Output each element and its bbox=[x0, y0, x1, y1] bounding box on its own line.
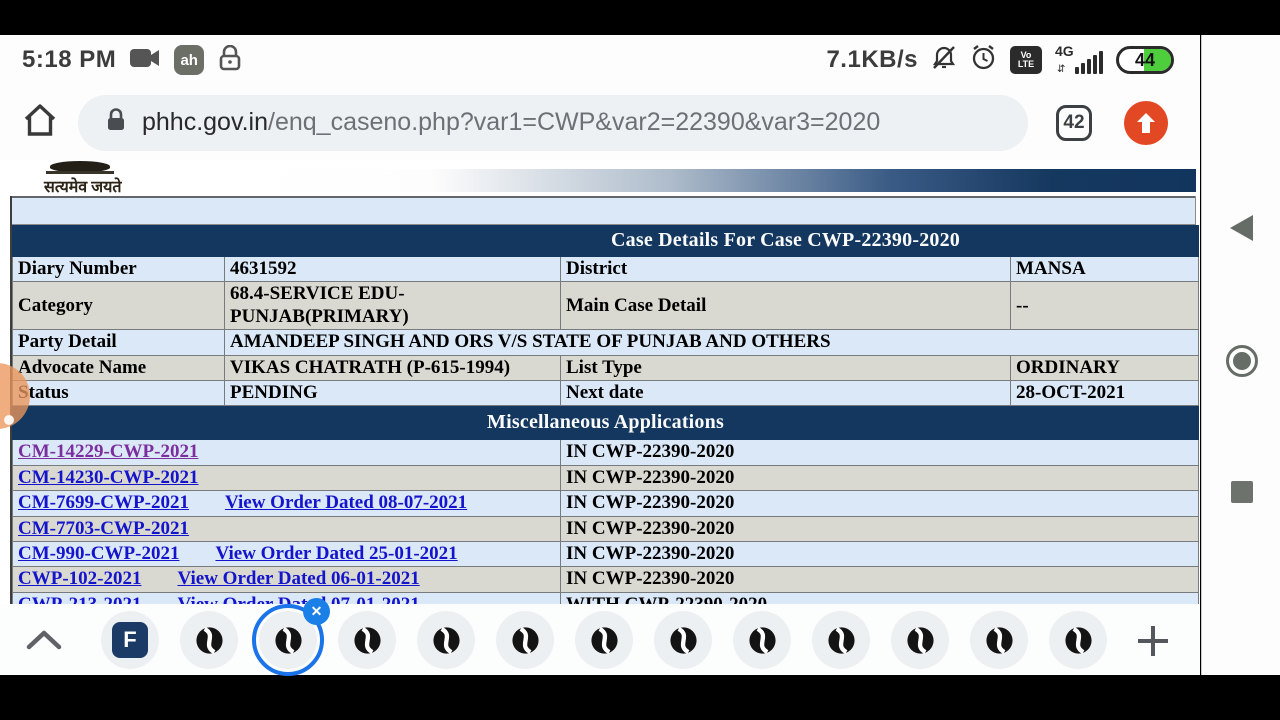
misc-case-link[interactable]: CM-7703-CWP-2021 bbox=[18, 517, 189, 539]
tab-thumbnail[interactable] bbox=[180, 611, 238, 669]
tab-thumbnail-selected[interactable]: ✕ bbox=[252, 598, 330, 676]
view-order-link[interactable]: View Order Dated 25-01-2021 bbox=[215, 543, 458, 565]
misc-row: CM-14230-CWP-2021 IN CWP-22390-2020 bbox=[12, 464, 1199, 492]
facebook-favicon: F bbox=[112, 622, 148, 658]
tab-switcher-button[interactable]: 42 bbox=[1056, 104, 1092, 141]
lock-status-icon bbox=[218, 44, 242, 76]
url-text: phhc.gov.in/enq_caseno.php?var1=CWP&var2… bbox=[142, 108, 881, 136]
misc-row: CM-14229-CWP-2021 IN CWP-22390-2020 bbox=[12, 439, 1199, 466]
url-bar[interactable]: phhc.gov.in/enq_caseno.php?var1=CWP&var2… bbox=[78, 94, 1028, 151]
globe-icon bbox=[748, 626, 776, 654]
update-browser-button[interactable] bbox=[1124, 100, 1168, 145]
misc-case-link[interactable]: CM-14230-CWP-2021 bbox=[18, 466, 199, 488]
tab-thumbnail[interactable] bbox=[733, 611, 791, 669]
globe-icon bbox=[827, 626, 855, 654]
tab-thumbnail[interactable] bbox=[891, 611, 949, 669]
misc-title-row: Miscellaneous Applications bbox=[12, 405, 1199, 441]
case-title-row: Case Details For Case CWP-22390-2020 bbox=[12, 225, 1199, 257]
misc-case-link[interactable]: CM-7699-CWP-2021 bbox=[18, 492, 189, 514]
national-emblem-base bbox=[46, 171, 114, 174]
tab-thumbnail[interactable] bbox=[812, 611, 870, 669]
misc-row: CWP-102-2021 View Order Dated 06-01-2021 … bbox=[12, 566, 1199, 593]
recents-button[interactable] bbox=[1231, 481, 1253, 503]
globe-icon bbox=[432, 626, 460, 654]
misc-row: CM-990-CWP-2021 View Order Dated 25-01-20… bbox=[12, 541, 1199, 568]
spacer-row bbox=[12, 196, 1195, 225]
tab-thumbnail[interactable] bbox=[1049, 611, 1107, 669]
tab-thumbnail[interactable] bbox=[338, 611, 396, 669]
cell-signal-icon: 4G ⇵ bbox=[1055, 43, 1103, 77]
alarm-clock-icon bbox=[970, 44, 997, 76]
tab-thumbnail[interactable] bbox=[970, 611, 1028, 669]
globe-icon bbox=[590, 626, 618, 654]
case-detail-row: Category 68.4-SERVICE EDU-PUNJAB(PRIMARY… bbox=[12, 281, 1199, 331]
tab-thumbnail[interactable] bbox=[654, 611, 712, 669]
overlay-bubble-dot bbox=[4, 415, 14, 425]
misc-title: Miscellaneous Applications bbox=[12, 405, 1199, 441]
misc-row: CM-7703-CWP-2021 IN CWP-22390-2020 bbox=[12, 515, 1199, 543]
view-order-link[interactable]: View Order Dated 08-07-2021 bbox=[224, 492, 468, 514]
misc-row: CM-7699-CWP-2021 View Order Dated 08-07-2… bbox=[12, 490, 1199, 517]
battery-icon: 44 bbox=[1116, 46, 1174, 74]
back-button[interactable] bbox=[1230, 215, 1253, 241]
case-detail-row: Party Detail AMANDEEP SINGH AND ORS V/S … bbox=[12, 329, 1199, 356]
globe-icon bbox=[353, 626, 381, 654]
case-detail-row: Advocate Name VIKAS CHATRATH (P-615-1994… bbox=[12, 354, 1199, 382]
case-detail-row: Status PENDING Next date 28-OCT-2021 bbox=[12, 380, 1199, 407]
globe-icon bbox=[511, 626, 539, 654]
site-header: सत्यमेव जयते bbox=[0, 160, 1200, 196]
globe-icon bbox=[985, 626, 1013, 654]
globe-icon bbox=[274, 626, 302, 654]
close-tab-icon[interactable]: ✕ bbox=[303, 598, 330, 625]
globe-icon bbox=[669, 626, 697, 654]
header-banner-gradient bbox=[240, 169, 1196, 192]
webpage-viewport: सत्यमेव जयते Case Details For Case CWP-2… bbox=[0, 160, 1200, 604]
tab-thumbnail[interactable] bbox=[417, 611, 475, 669]
clock-time: 5:18 PM bbox=[22, 46, 117, 73]
tab-thumbnail-favicon[interactable]: F bbox=[101, 611, 159, 669]
volte-icon: Vo LTE bbox=[1010, 46, 1042, 74]
browser-toolbar: phhc.gov.in/enq_caseno.php?var1=CWP&var2… bbox=[0, 85, 1200, 160]
case-details-table: Case Details For Case CWP-22390-2020 Dia… bbox=[12, 225, 1199, 604]
case-title: Case Details For Case CWP-22390-2020 bbox=[560, 225, 1011, 257]
case-detail-row: Diary Number 4631592 District MANSA bbox=[12, 255, 1199, 283]
screen-record-icon bbox=[130, 47, 160, 74]
view-order-link[interactable]: View Order Dated 07-01-2021 bbox=[177, 594, 419, 604]
misc-case-link[interactable]: CM-990-CWP-2021 bbox=[18, 543, 180, 565]
national-emblem-icon bbox=[50, 161, 110, 172]
emblem-caption: सत्यमेव जयते bbox=[44, 179, 122, 196]
android-nav-bar bbox=[1201, 35, 1280, 675]
notification-app-icon: ah bbox=[174, 45, 205, 75]
view-order-link[interactable]: View Order Dated 06-01-2021 bbox=[177, 568, 420, 590]
network-speed: 7.1KB/s bbox=[826, 46, 918, 73]
status-bar: 5:18 PM ah 7.1KB/s Vo LTE 4G ⇵ bbox=[0, 35, 1200, 85]
globe-icon bbox=[195, 626, 223, 654]
misc-case-link[interactable]: CM-14229-CWP-2021 bbox=[18, 441, 199, 463]
bell-muted-icon bbox=[931, 45, 957, 76]
misc-case-link[interactable]: CWP-213-2021 bbox=[18, 594, 141, 604]
globe-icon bbox=[1064, 626, 1092, 654]
home-nav-button[interactable] bbox=[1226, 345, 1258, 377]
tab-thumbnail[interactable] bbox=[575, 611, 633, 669]
tab-thumbnails: F ✕ bbox=[101, 598, 1107, 676]
new-tab-button[interactable] bbox=[1134, 622, 1172, 665]
tab-thumbnail[interactable] bbox=[496, 611, 554, 669]
chevron-up-icon[interactable] bbox=[24, 628, 64, 657]
globe-icon bbox=[906, 626, 934, 654]
tab-switcher-bar: F ✕ bbox=[0, 598, 1200, 676]
misc-case-link[interactable]: CWP-102-2021 bbox=[18, 568, 142, 590]
case-details-table-wrap: Case Details For Case CWP-22390-2020 Dia… bbox=[10, 196, 1199, 604]
home-button[interactable] bbox=[20, 100, 60, 145]
https-lock-icon bbox=[106, 108, 126, 137]
